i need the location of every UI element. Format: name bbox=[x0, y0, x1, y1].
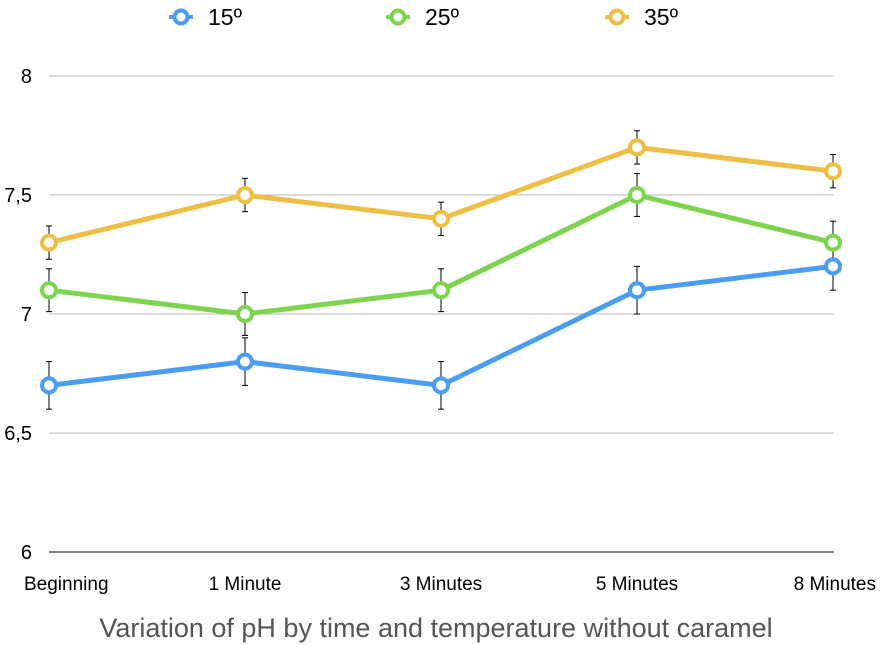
y-tick-label: 7 bbox=[21, 304, 32, 326]
data-point bbox=[40, 233, 58, 252]
x-axis-ticks: Beginning 1 Minute 3 Minutes 5 Minutes 8 Min… bbox=[24, 574, 876, 595]
y-tick-label: 8 bbox=[21, 66, 32, 88]
y-tick-label: 6 bbox=[21, 542, 32, 564]
data-point bbox=[432, 376, 450, 395]
series-lines bbox=[46, 144, 836, 388]
y-axis-ticks: 6 6,5 7 7,5 8 bbox=[4, 66, 32, 564]
data-point bbox=[824, 162, 842, 181]
x-tick-label: 1 Minute bbox=[209, 574, 282, 595]
legend-label: 35º bbox=[644, 4, 679, 30]
x-tick-label: 8 Minutes bbox=[794, 574, 876, 595]
legend-label: 15º bbox=[208, 4, 243, 30]
y-tick-label: 7,5 bbox=[4, 185, 32, 207]
error-bars bbox=[46, 130, 836, 410]
data-point bbox=[40, 376, 58, 395]
data-point bbox=[824, 233, 842, 252]
data-point bbox=[236, 186, 254, 204]
legend: 15º 25º 35º bbox=[169, 4, 679, 30]
legend-label: 25º bbox=[425, 4, 460, 30]
chart-title: Variation of pH by time and temperature … bbox=[99, 613, 772, 643]
data-point bbox=[432, 209, 450, 228]
data-point bbox=[628, 281, 646, 300]
x-tick-label: 5 Minutes bbox=[596, 574, 678, 595]
data-point bbox=[236, 352, 254, 371]
data-points bbox=[40, 138, 842, 395]
data-point bbox=[628, 138, 646, 157]
x-tick-label: Beginning bbox=[24, 574, 109, 595]
data-point bbox=[236, 305, 254, 323]
grid-lines bbox=[49, 75, 834, 553]
x-tick-label: 3 Minutes bbox=[400, 574, 482, 595]
data-point bbox=[628, 186, 646, 204]
legend-swatch-marker bbox=[389, 8, 407, 26]
y-tick-label: 6,5 bbox=[4, 423, 32, 445]
data-point bbox=[432, 281, 450, 300]
legend-swatch-marker bbox=[608, 8, 626, 26]
data-point bbox=[40, 281, 58, 300]
legend-swatch-marker bbox=[172, 8, 190, 26]
data-point bbox=[824, 257, 842, 276]
